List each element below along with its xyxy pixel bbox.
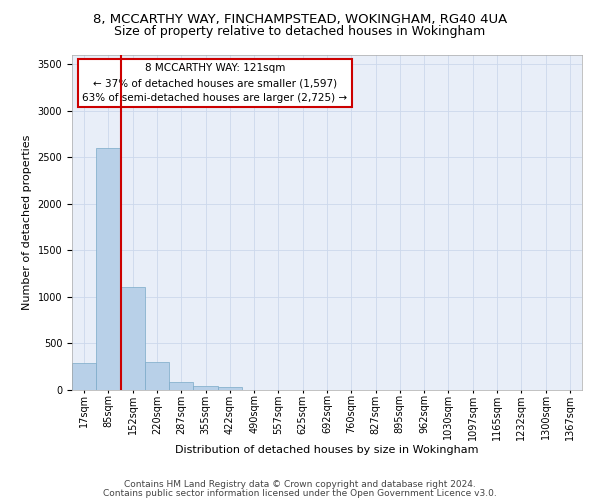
Text: Contains public sector information licensed under the Open Government Licence v3: Contains public sector information licen… (103, 488, 497, 498)
Text: 8 MCCARTHY WAY: 121sqm
← 37% of detached houses are smaller (1,597)
63% of semi-: 8 MCCARTHY WAY: 121sqm ← 37% of detached… (82, 64, 347, 103)
Y-axis label: Number of detached properties: Number of detached properties (22, 135, 32, 310)
Text: 8, MCCARTHY WAY, FINCHAMPSTEAD, WOKINGHAM, RG40 4UA: 8, MCCARTHY WAY, FINCHAMPSTEAD, WOKINGHA… (93, 12, 507, 26)
Bar (218, 387, 242, 390)
Bar (96, 148, 121, 390)
Text: Size of property relative to detached houses in Wokingham: Size of property relative to detached ho… (115, 25, 485, 38)
Bar (72, 363, 96, 390)
X-axis label: Distribution of detached houses by size in Wokingham: Distribution of detached houses by size … (175, 445, 479, 455)
Text: Contains HM Land Registry data © Crown copyright and database right 2024.: Contains HM Land Registry data © Crown c… (124, 480, 476, 489)
Bar (121, 286, 145, 390)
Bar (169, 382, 193, 390)
Bar (193, 386, 218, 390)
Bar (145, 362, 169, 390)
